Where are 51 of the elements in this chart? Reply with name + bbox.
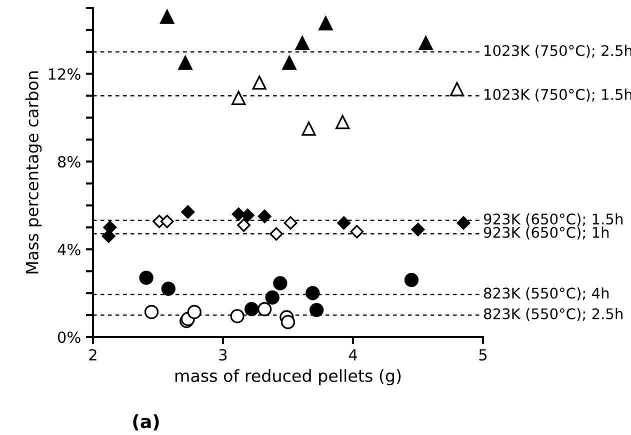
y-tick-label: 12% [48,68,80,80]
point [160,214,174,228]
point [302,122,316,136]
point [252,75,266,90]
y-tick-label: 4% [58,244,80,256]
point [418,36,433,50]
x-tick-label: 2 [89,349,96,360]
x-tick-label: 3 [219,349,227,361]
point [282,56,296,70]
point [139,270,154,285]
x-tick-label: 4 [348,349,358,360]
y-tick-label: 8% [58,156,80,168]
point [318,16,333,30]
point [240,208,254,222]
ref-line-label: 923K (650°C); 1h [484,226,609,240]
y-axis-title: Mass percentage carbon [26,71,42,274]
point [273,276,288,290]
point [181,205,195,219]
point [336,114,350,130]
point [270,227,284,241]
point [102,229,116,243]
ref-line-label: 823K (550°C); 2.5h [484,308,622,322]
point [350,224,364,238]
point [450,82,464,96]
point [160,10,174,24]
point [265,290,280,305]
point [295,36,310,50]
ref-line-label: 923K (650°C); 1.5h [484,213,622,226]
point [144,304,159,320]
point [456,216,470,230]
point [411,222,425,236]
ref-line-label: 823K (550°C); 4h [484,287,609,300]
point [280,315,296,330]
point [178,56,192,70]
point [337,216,351,230]
point [161,282,176,296]
point [230,309,244,324]
point [404,272,419,288]
point [310,302,324,318]
point [284,216,298,230]
point [187,304,202,320]
y-tick-label: 0% [58,331,80,344]
point [258,302,272,316]
point [244,302,259,316]
point [258,210,272,224]
point [237,218,251,232]
x-axis-title: mass of reduced pellets (g) [175,369,401,386]
text: (a) [133,414,159,430]
x-tick-label: 5 [479,349,487,361]
point [306,286,320,300]
point [232,90,246,106]
